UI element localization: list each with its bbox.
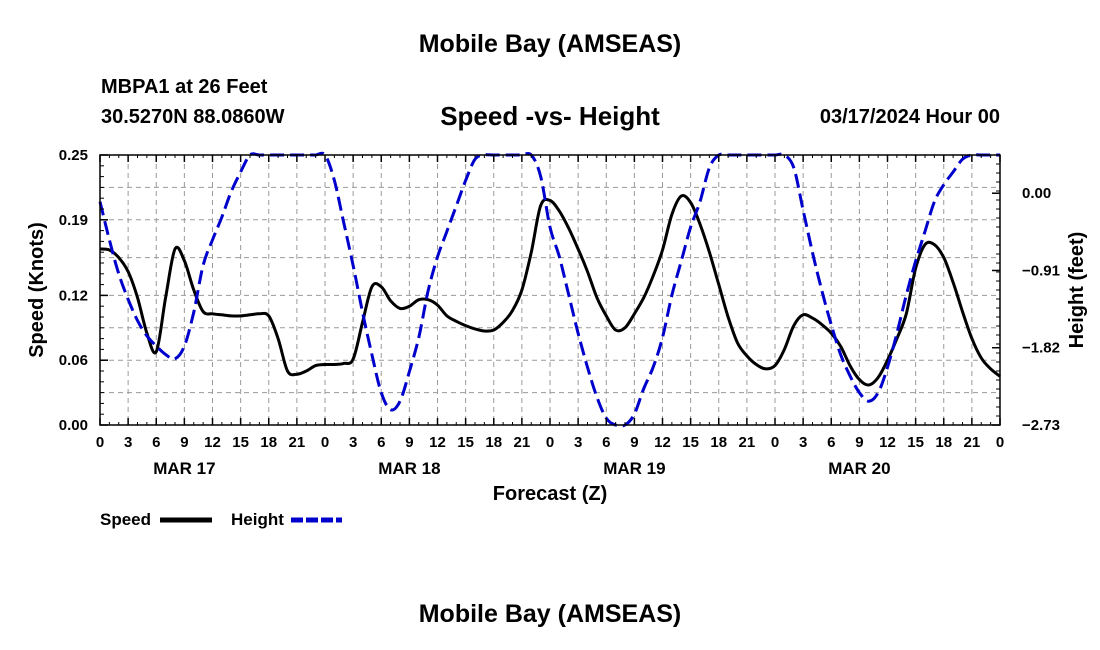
legend-height-label: Height [231,510,284,529]
right-y-axis-label: Height (feet) [1066,232,1088,349]
x-tick-label: 18 [710,434,727,451]
chart-main-title: Mobile Bay (AMSEAS) [418,30,682,58]
x-axis-label: Forecast (Z) [493,483,607,505]
x-tick-label: 0 [321,434,329,451]
x-tick-label: 6 [377,434,385,451]
x-tick-label: 15 [232,434,249,451]
series-line-height [98,151,1000,428]
x-tick-label: 9 [180,434,188,451]
x-tick-label: 21 [289,434,306,451]
date-label: MAR 19 [603,459,665,478]
footer-title: Mobile Bay (AMSEAS) [418,600,682,628]
x-tick-label: 18 [260,434,277,451]
x-tick-label: 0 [771,434,779,451]
x-tick-label: 21 [514,434,531,451]
date-label: MAR 20 [828,459,890,478]
x-tick-label: 15 [682,434,699,451]
x-tick-label: 0 [546,434,554,451]
chart-subtitle: Speed -vs- Height [440,101,660,131]
speed-height-chart: 0 3 6 9 12 15 18 21 0 3 6 9 12 15 18 21 0 3 6 9 12 15 18 21 0 3 6 9… [26,147,1088,529]
x-tick-label: 9 [405,434,413,451]
legend: Speed Height [100,510,342,529]
y-left-tick-label: 0.25 [59,147,88,164]
x-tick-label: 18 [935,434,952,451]
y-right-tick-label: −1.82 [1022,340,1060,357]
station-coordinates: 30.5270N 88.0860W [101,106,285,128]
legend-speed-label: Speed [100,510,151,529]
y-left-tick-label: 0.12 [59,287,88,304]
x-tick-label: 15 [907,434,924,451]
x-tick-label: 6 [827,434,835,451]
y-right-tick-label: 0.00 [1022,185,1051,202]
y-right-tick-label: −2.73 [1022,417,1060,434]
x-tick-label: 18 [485,434,502,451]
y-left-tick-label: 0.06 [59,352,88,369]
forecast-datetime: 03/17/2024 Hour 00 [819,106,1000,128]
x-tick-label: 12 [429,434,446,451]
y-left-tick-label: 0.00 [59,417,88,434]
date-label: MAR 17 [153,459,215,478]
left-y-axis-label: Speed (Knots) [26,222,48,358]
y-right-tick-label: −0.91 [1022,262,1060,279]
x-tick-label: 12 [204,434,221,451]
y-left-tick-label: 0.19 [59,212,88,229]
series-layer [98,151,1001,428]
x-tick-label: 0 [996,434,1004,451]
series-line-speed [99,194,1001,387]
x-tick-label: 6 [152,434,160,451]
x-tick-label: 15 [457,434,474,451]
axis-ticks: 0 3 6 9 12 15 18 21 0 3 6 9 12 15 18 21 0 3 6 9 12 15 18 21 0 3 6 9… [59,147,1060,478]
station-label: MBPA1 at 26 Feet [101,76,268,98]
x-tick-label: 6 [602,434,610,451]
x-tick-label: 21 [739,434,756,451]
x-tick-label: 21 [964,434,981,451]
x-tick-label: 12 [654,434,671,451]
x-tick-label: 3 [349,434,357,451]
x-tick-label: 9 [855,434,863,451]
x-tick-label: 3 [124,434,132,451]
x-tick-label: 3 [799,434,807,451]
x-tick-label: 3 [574,434,582,451]
x-tick-label: 12 [879,434,896,451]
x-tick-label: 9 [630,434,638,451]
x-tick-label: 0 [96,434,104,451]
date-label: MAR 18 [378,459,440,478]
